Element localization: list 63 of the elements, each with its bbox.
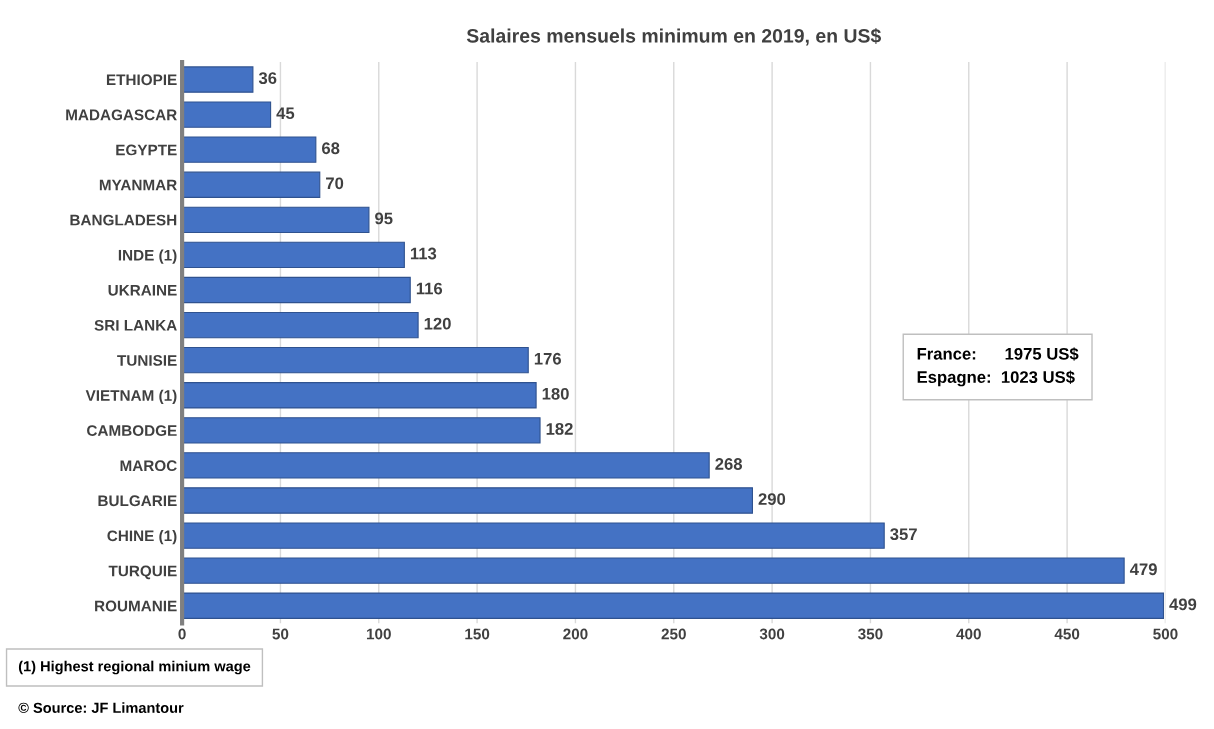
data-label: 95	[375, 212, 393, 225]
x-tick-label: 100	[366, 628, 391, 640]
y-tick-label: VIETNAM (1)	[85, 389, 177, 404]
data-label: 70	[326, 177, 344, 190]
y-tick-label: MYANMAR	[99, 179, 177, 191]
y-tick-label: UKRAINE	[108, 285, 177, 296]
bar	[182, 311, 419, 339]
chart-title: Salaires mensuels minimum en 2019, en US$	[466, 28, 882, 46]
y-tick-label: EGYPTE	[116, 144, 177, 156]
x-tick-label: 300	[759, 628, 785, 640]
bar	[182, 241, 405, 269]
y-tick-label: CAMBODGE	[87, 425, 177, 437]
bar	[182, 417, 541, 444]
data-label: 499	[1169, 598, 1197, 611]
data-label: 36	[258, 72, 277, 84]
x-tick-label: 250	[661, 628, 686, 640]
data-label: 176	[534, 352, 561, 365]
x-tick-label: 50	[272, 628, 289, 640]
y-tick-label: BANGLADESH	[70, 214, 177, 226]
y-tick-label: ROUMANIE	[95, 600, 177, 612]
x-tick-label: 150	[465, 628, 490, 640]
bar	[182, 136, 317, 163]
bar	[182, 382, 537, 409]
text: © Source: JF Limantour	[18, 702, 184, 713]
data-label: 357	[890, 528, 917, 541]
bar	[182, 346, 529, 374]
x-tick-label: 0	[178, 628, 186, 640]
y-tick-label: MADAGASCAR	[66, 109, 177, 121]
y-tick-label: CHINE (1)	[107, 530, 177, 545]
y-tick-label: TURQUIE	[108, 565, 177, 580]
bar	[182, 276, 411, 304]
y-tick-label: SRI LANKA	[94, 319, 177, 331]
x-tick-label: 450	[1054, 628, 1080, 640]
data-label: 268	[715, 458, 743, 470]
data-label: 120	[424, 317, 451, 330]
bar	[182, 66, 254, 93]
data-label: 479	[1129, 563, 1157, 576]
x-tick-label: 350	[858, 628, 883, 640]
x-tick-label: 500	[1153, 628, 1178, 640]
data-label: 45	[276, 107, 295, 120]
data-label: 116	[416, 282, 443, 295]
y-tick-label: TUNISIE	[117, 355, 177, 366]
x-tick-label: 200	[563, 628, 588, 640]
bar	[182, 592, 1165, 619]
y-tick-label: BULGARIE	[98, 495, 177, 507]
bar	[182, 487, 753, 514]
y-tick-label: INDE (1)	[118, 249, 177, 264]
data-label: 180	[542, 387, 569, 400]
bar	[182, 101, 272, 128]
bar	[182, 206, 370, 234]
bar	[182, 452, 710, 479]
bar	[182, 171, 321, 198]
data-label: 290	[758, 493, 786, 505]
data-label: 68	[322, 142, 340, 155]
y-tick-label: MAROC	[120, 460, 177, 472]
data-label: 182	[546, 423, 573, 435]
bar	[182, 557, 1125, 584]
y-tick-label: ETHIOPIE	[106, 74, 177, 86]
bar	[182, 522, 885, 549]
text: (1) Highest regional minium wage	[18, 660, 251, 675]
annotation: France: 1975 US$ Espagne: 1023 US$	[917, 347, 1079, 387]
x-tick-label: 400	[956, 628, 981, 640]
data-label: 113	[410, 247, 437, 260]
